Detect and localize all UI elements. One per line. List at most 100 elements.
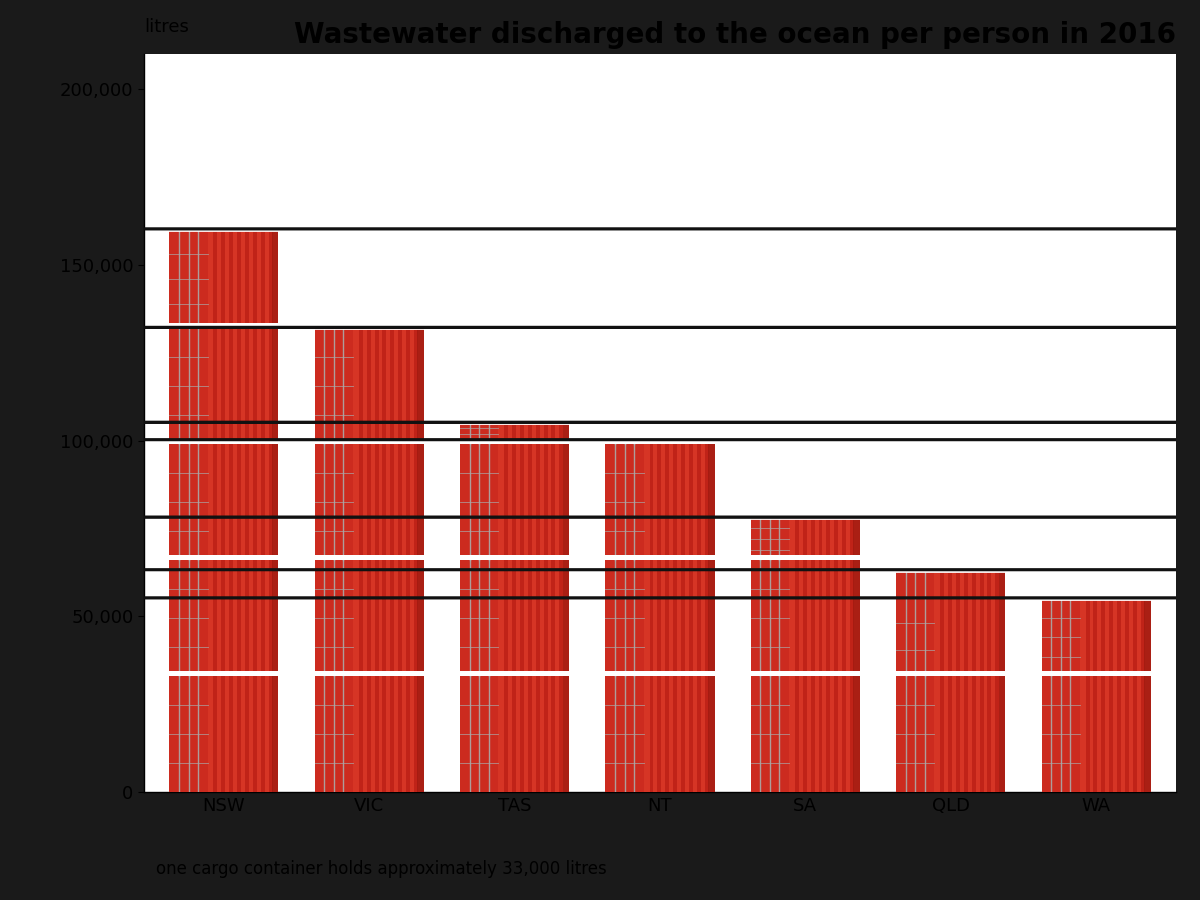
Bar — [646, 676, 649, 792]
Bar — [1136, 598, 1141, 676]
Bar — [540, 676, 544, 792]
Bar — [314, 555, 424, 560]
Bar — [512, 444, 516, 560]
Bar — [649, 560, 654, 676]
Bar — [532, 560, 535, 676]
Bar — [830, 560, 834, 676]
Bar — [269, 560, 272, 676]
Bar — [673, 444, 677, 560]
Bar — [552, 444, 556, 560]
Bar — [643, 441, 714, 444]
Bar — [169, 323, 278, 328]
Bar — [677, 441, 682, 444]
Bar — [217, 676, 221, 792]
Bar — [241, 560, 245, 676]
Bar — [559, 444, 563, 560]
Bar — [1117, 676, 1121, 792]
Bar — [214, 560, 217, 676]
Bar — [834, 518, 839, 560]
Bar — [362, 444, 367, 560]
Bar — [751, 555, 860, 560]
Bar — [386, 560, 390, 676]
Bar — [460, 671, 569, 676]
Bar — [272, 328, 278, 444]
Bar — [395, 444, 398, 560]
Bar — [654, 560, 658, 676]
Bar — [353, 444, 424, 560]
Bar — [685, 444, 689, 560]
Bar — [794, 560, 799, 676]
Bar — [1144, 676, 1151, 792]
Bar — [221, 560, 226, 676]
Bar — [508, 676, 512, 792]
Bar — [238, 676, 241, 792]
Bar — [248, 444, 253, 560]
Bar — [665, 676, 670, 792]
Bar — [504, 444, 508, 560]
Bar — [371, 560, 374, 676]
Bar — [1109, 676, 1114, 792]
Bar — [670, 676, 673, 792]
Bar — [643, 676, 714, 792]
Bar — [418, 676, 424, 792]
Bar — [253, 230, 257, 328]
Bar — [670, 444, 673, 560]
Bar — [524, 676, 528, 792]
Bar — [658, 441, 661, 444]
Bar — [544, 676, 547, 792]
Bar — [552, 560, 556, 676]
Bar — [682, 676, 685, 792]
Bar — [367, 444, 371, 560]
Bar — [701, 441, 704, 444]
Bar — [661, 444, 665, 560]
Bar — [314, 560, 353, 676]
Bar — [697, 676, 701, 792]
Bar — [359, 444, 362, 560]
Bar — [606, 671, 714, 676]
Bar — [508, 560, 512, 676]
Bar — [520, 560, 524, 676]
Bar — [806, 518, 811, 560]
Bar — [512, 560, 516, 676]
Bar — [248, 328, 253, 444]
Bar — [854, 676, 858, 792]
Bar — [383, 676, 386, 792]
Bar — [563, 676, 569, 792]
Bar — [834, 560, 839, 676]
Bar — [314, 671, 424, 676]
Bar — [697, 444, 701, 560]
Bar — [1102, 598, 1105, 676]
Bar — [709, 441, 713, 444]
Bar — [673, 441, 677, 444]
Bar — [827, 518, 830, 560]
Bar — [241, 676, 245, 792]
Text: one cargo container holds approximately 33,000 litres: one cargo container holds approximately … — [156, 860, 607, 878]
Bar — [371, 676, 374, 792]
Bar — [272, 676, 278, 792]
Bar — [265, 676, 269, 792]
Bar — [1114, 598, 1117, 676]
Bar — [794, 676, 799, 792]
Bar — [362, 328, 367, 444]
Bar — [979, 571, 984, 676]
Bar — [406, 560, 410, 676]
Bar — [217, 230, 221, 328]
Bar — [839, 518, 842, 560]
Bar — [516, 444, 520, 560]
Bar — [1000, 676, 1003, 792]
Bar — [791, 518, 794, 560]
Bar — [253, 676, 257, 792]
Bar — [995, 571, 1000, 676]
Bar — [314, 444, 353, 560]
Bar — [233, 444, 238, 560]
Bar — [253, 328, 257, 444]
Bar — [948, 676, 952, 792]
Bar — [210, 444, 214, 560]
Bar — [842, 676, 846, 792]
Bar — [556, 444, 559, 560]
Bar — [822, 518, 827, 560]
Bar — [272, 676, 276, 792]
Bar — [646, 560, 649, 676]
Bar — [689, 560, 692, 676]
Bar — [221, 230, 226, 328]
